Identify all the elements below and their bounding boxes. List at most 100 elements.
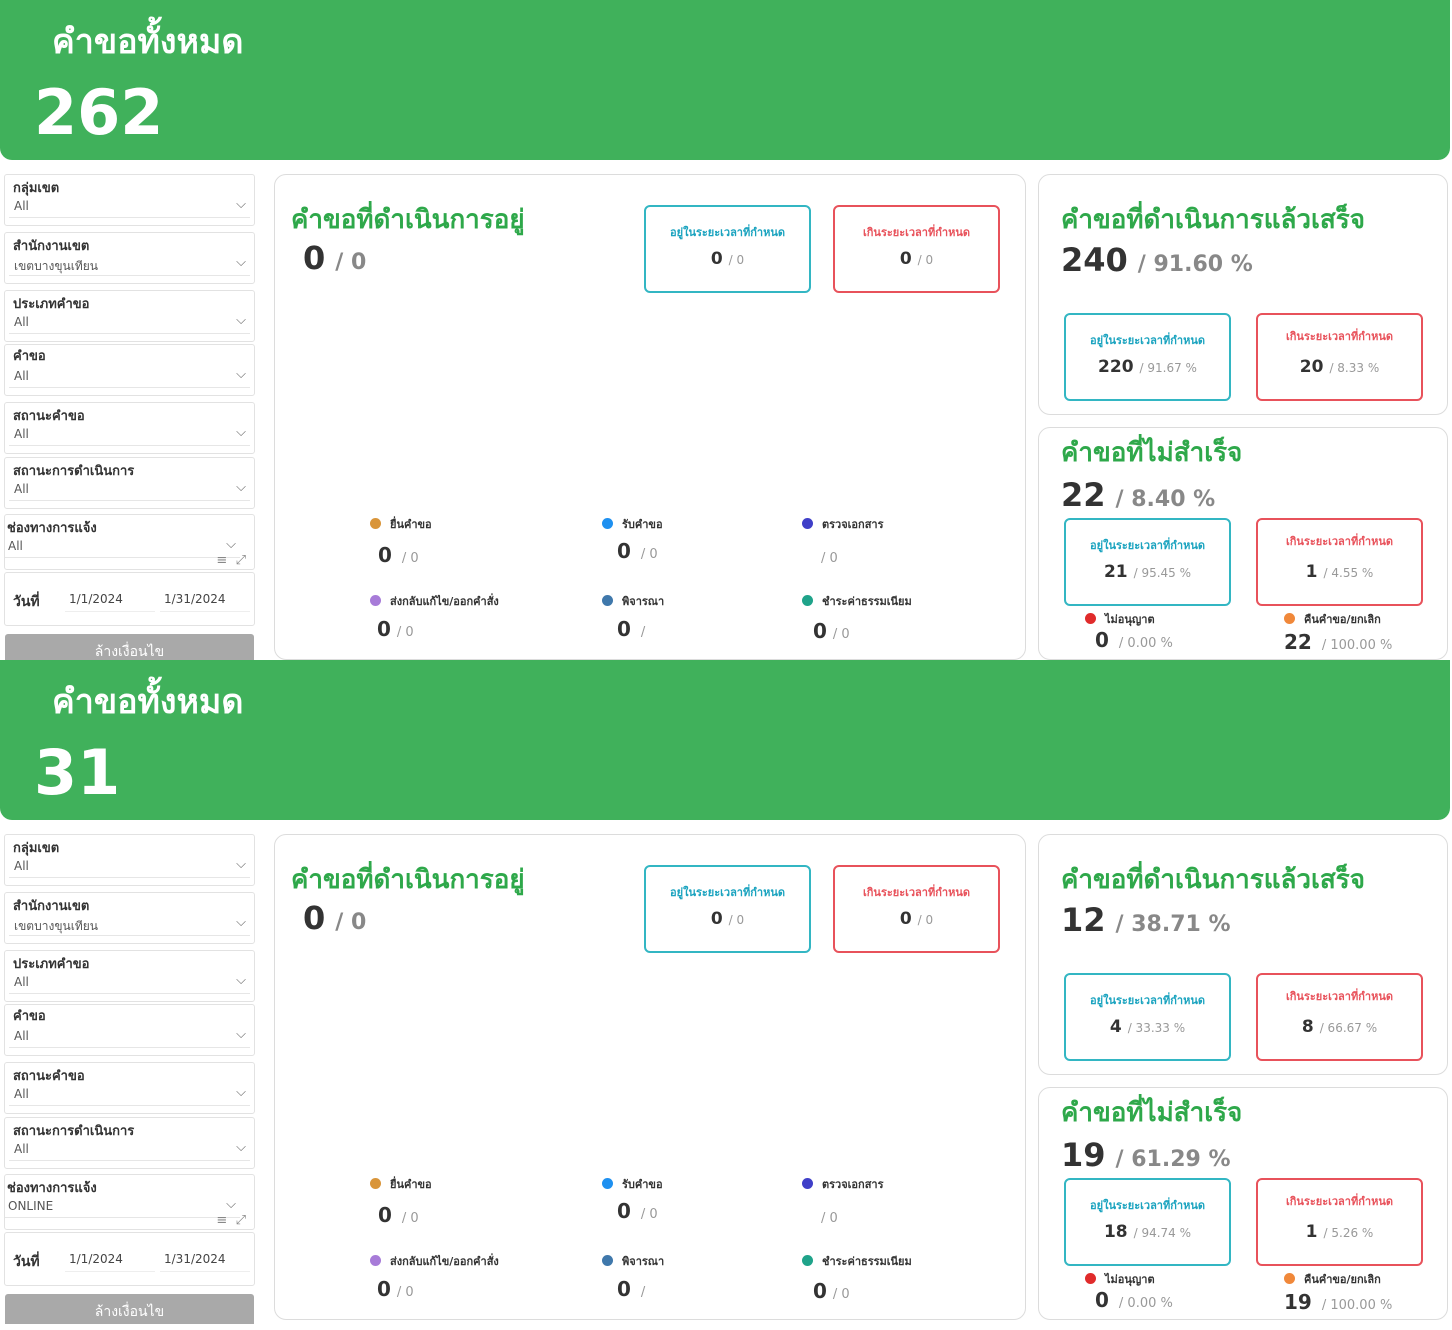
failed-within-time-card: อยู่ในระยะเวลาที่กำหนด 21 / 95.45 %	[1064, 518, 1231, 606]
stage-return-fix: ส่งกลับแก้ไข/ออกคำสั่ง	[370, 1252, 499, 1270]
filter-request[interactable]: คำขอ All ⌵	[4, 344, 255, 396]
filter-value: All	[8, 539, 23, 553]
stage-pay-fee-value: 0 / 0	[813, 619, 850, 643]
filter-request-type[interactable]: ประเภทคำขอ All ⌵	[4, 950, 255, 1002]
expand-icon[interactable]: ⤢	[235, 553, 246, 568]
value: 0	[617, 539, 631, 563]
stage-label: รับคำขอ	[622, 1178, 663, 1191]
filter-value: ONLINE	[8, 1199, 54, 1213]
in-progress-over-time-card: เกินระยะเวลาที่กำหนด 0 / 0	[833, 205, 1000, 293]
request-select[interactable]: All ⌵	[9, 367, 250, 388]
filter-value: All	[14, 315, 29, 329]
purple-dot-icon	[370, 1255, 381, 1266]
value: 0	[378, 1203, 392, 1227]
filter-process-status[interactable]: สถานะการดำเนินการ All ⌵	[4, 457, 255, 509]
district-office-select[interactable]: เขตบางขุนเทียน ⌵	[9, 255, 250, 276]
value: 0	[899, 249, 912, 269]
filter-process-status[interactable]: สถานะการดำเนินการ All ⌵	[4, 1117, 255, 1169]
filter-request-type[interactable]: ประเภทคำขอ All ⌵	[4, 290, 255, 342]
teal-dot-icon	[802, 1255, 813, 1266]
over-time-value: 8 / 66.67 %	[1258, 1017, 1421, 1037]
in-progress-count: 0 / 0	[303, 239, 366, 277]
filter-zone-group[interactable]: กลุ่มเขต All ⌵	[4, 834, 255, 886]
filter-request-status[interactable]: สถานะคำขอ All ⌵	[4, 1062, 255, 1114]
completed-sub: / 38.71 %	[1115, 912, 1231, 937]
filter-label: ประเภทคำขอ	[13, 957, 90, 972]
failed-title: คำขอที่ไม่สำเร็จ	[1061, 438, 1243, 468]
stage-label: ตรวจเอกสาร	[822, 1178, 884, 1191]
request-status-select[interactable]: All ⌵	[9, 425, 250, 446]
within-time-value: 18 / 94.74 %	[1066, 1222, 1229, 1242]
channel-select[interactable]: All ⌵	[5, 537, 240, 558]
chevron-down-icon: ⌵	[236, 480, 246, 495]
stage-check-docs: ตรวจเอกสาร	[802, 515, 884, 533]
completed-within-time-card: อยู่ในระยะเวลาที่กำหนด 4 / 33.33 %	[1064, 973, 1231, 1061]
value: 0	[710, 909, 723, 929]
request-type-select[interactable]: All ⌵	[9, 313, 250, 334]
channel-select[interactable]: ONLINE ⌵	[5, 1197, 240, 1218]
filter-value: All	[14, 427, 29, 441]
failed-panel: คำขอที่ไม่สำเร็จ 22 / 8.40 % อยู่ในระยะเว…	[1038, 427, 1448, 660]
total-requests-count: 31	[34, 736, 121, 809]
filter-label: สถานะคำขอ	[13, 409, 85, 424]
in-progress-panel: คำขอที่ดำเนินการอยู่ 0/ 0 อยู่ในระยะเวลา…	[274, 174, 1026, 660]
zone-group-select[interactable]: All ⌵	[9, 857, 250, 878]
date-to-input[interactable]: 1/31/2024	[160, 587, 250, 612]
filter-zone-group[interactable]: กลุ่มเขต All ⌵	[4, 174, 255, 226]
orange-dot-icon	[370, 1178, 381, 1189]
filter-label: ประเภทคำขอ	[13, 297, 90, 312]
completed-over-time-card: เกินระยะเวลาที่กำหนด 20 / 8.33 %	[1256, 313, 1423, 401]
value: 20	[1299, 357, 1324, 377]
filter-request-status[interactable]: สถานะคำขอ All ⌵	[4, 402, 255, 454]
filter-value: All	[14, 199, 29, 213]
stage-label: ส่งกลับแก้ไข/ออกคำสั่ง	[390, 1255, 499, 1268]
expand-icon[interactable]: ⤢	[235, 1213, 246, 1228]
banner-title: คำขอทั้งหมด	[52, 22, 244, 62]
clear-filters-button[interactable]: ล้างเงื่อนไข	[5, 634, 254, 664]
zone-group-select[interactable]: All ⌵	[9, 197, 250, 218]
request-select[interactable]: All ⌵	[9, 1027, 250, 1048]
process-status-select[interactable]: All ⌵	[9, 480, 250, 501]
chevron-down-icon: ⌵	[236, 1085, 246, 1100]
date-from-input[interactable]: 1/1/2024	[65, 587, 155, 612]
clear-filters-button[interactable]: ล้างเงื่อนไข	[5, 1294, 254, 1324]
sub-value: / 0	[401, 551, 419, 566]
date-to-input[interactable]: 1/31/2024	[160, 1247, 250, 1272]
value: 0	[378, 543, 392, 567]
stage-label: พิจารณา	[622, 595, 665, 608]
stage-consider: พิจารณา	[602, 1252, 664, 1270]
teal-dot-icon	[802, 595, 813, 606]
filter-request[interactable]: คำขอ All ⌵	[4, 1004, 255, 1056]
sub-value: / 0	[821, 551, 838, 566]
stage-label: ยื่นคำขอ	[390, 518, 432, 531]
filter-channel[interactable]: ช่องทางการแจ้ง ONLINE ⌵ ≡ ⤢	[4, 1174, 255, 1230]
request-status-select[interactable]: All ⌵	[9, 1085, 250, 1106]
process-status-select[interactable]: All ⌵	[9, 1140, 250, 1161]
request-type-select[interactable]: All ⌵	[9, 973, 250, 994]
stage-label: ยื่นคำขอ	[390, 1178, 432, 1191]
failed-value: 19	[1061, 1136, 1106, 1174]
filter-label: สถานะการดำเนินการ	[13, 464, 135, 479]
returned-cancelled-legend: คืนคำขอ/ยกเลิก	[1284, 610, 1381, 628]
filter-icon[interactable]: ≡	[216, 1213, 228, 1228]
value: 0	[617, 617, 631, 641]
failed-over-time-card: เกินระยะเวลาที่กำหนด 1 / 5.26 %	[1256, 1178, 1423, 1266]
filter-channel[interactable]: ช่องทางการแจ้ง All ⌵ ≡ ⤢	[4, 514, 255, 570]
value: 21	[1103, 562, 1128, 582]
stage-check-docs: ตรวจเอกสาร	[802, 1175, 884, 1193]
within-time-value: 0 / 0	[646, 909, 809, 929]
filter-district-office[interactable]: สำนักงานเขต เขตบางขุนเทียน ⌵	[4, 232, 255, 284]
over-time-value: 1 / 5.26 %	[1258, 1222, 1421, 1242]
filter-icon[interactable]: ≡	[216, 553, 228, 568]
sub-value: / 0	[396, 1285, 414, 1300]
sub-value: / 5.26 %	[1323, 1226, 1374, 1240]
district-office-select[interactable]: เขตบางขุนเทียน ⌵	[9, 915, 250, 936]
total-requests-banner: คำขอทั้งหมด 31	[0, 660, 1450, 820]
failed-within-time-card: อยู่ในระยะเวลาที่กำหนด 18 / 94.74 %	[1064, 1178, 1231, 1266]
filter-label: สำนักงานเขต	[13, 899, 90, 914]
indigo-dot-icon	[802, 1178, 813, 1189]
filter-value: All	[14, 1029, 29, 1043]
date-from-input[interactable]: 1/1/2024	[65, 1247, 155, 1272]
over-time-label: เกินระยะเวลาที่กำหนด	[863, 226, 970, 239]
filter-district-office[interactable]: สำนักงานเขต เขตบางขุนเทียน ⌵	[4, 892, 255, 944]
